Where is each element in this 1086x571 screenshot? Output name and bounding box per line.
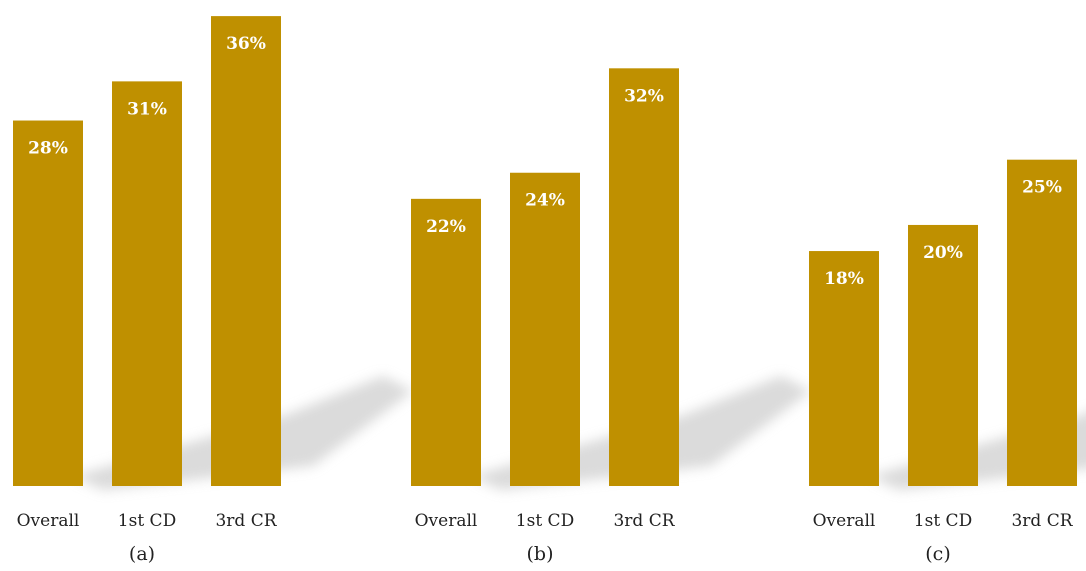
bar — [609, 68, 679, 486]
bar-value-label: 22% — [426, 217, 466, 237]
bar — [809, 251, 879, 486]
chart-panel-2: 22% Overall 24% 1st CD 32% 3rd CR (b) — [411, 68, 811, 565]
chart-panel-3: 18% Overall 20% 1st CD 25% 3rd CR (c) — [809, 159, 1086, 565]
bar — [211, 16, 281, 487]
bar — [13, 120, 83, 487]
category-tick-label: 3rd CR — [215, 511, 277, 531]
category-tick-label: 1st CD — [118, 511, 176, 531]
bar-value-label: 36% — [226, 34, 266, 54]
panel-label: (a) — [129, 543, 155, 565]
category-tick-label: Overall — [813, 511, 876, 531]
bar-value-label: 32% — [624, 86, 664, 106]
panel-label: (b) — [527, 543, 554, 565]
bar — [908, 224, 978, 486]
bar — [1007, 159, 1077, 486]
bar-value-label: 18% — [824, 269, 864, 289]
bar — [411, 198, 481, 486]
category-tick-label: 3rd CR — [613, 511, 675, 531]
category-tick-label: 1st CD — [914, 511, 972, 531]
category-tick-label: 3rd CR — [1011, 511, 1073, 531]
bar — [112, 81, 182, 487]
category-tick-label: 1st CD — [516, 511, 574, 531]
category-tick-label: Overall — [17, 511, 80, 531]
panel-label: (c) — [925, 543, 950, 565]
category-tick-label: Overall — [415, 511, 478, 531]
chart-panel-1: 28% Overall 31% 1st CD 36% 3rd CR (a) — [13, 16, 413, 565]
bar — [510, 172, 580, 486]
bar-value-label: 28% — [28, 139, 68, 159]
bar-value-label: 25% — [1022, 178, 1062, 198]
bar-value-label: 20% — [923, 243, 963, 263]
bar-value-label: 24% — [525, 191, 565, 211]
bar-value-label: 31% — [127, 99, 167, 119]
